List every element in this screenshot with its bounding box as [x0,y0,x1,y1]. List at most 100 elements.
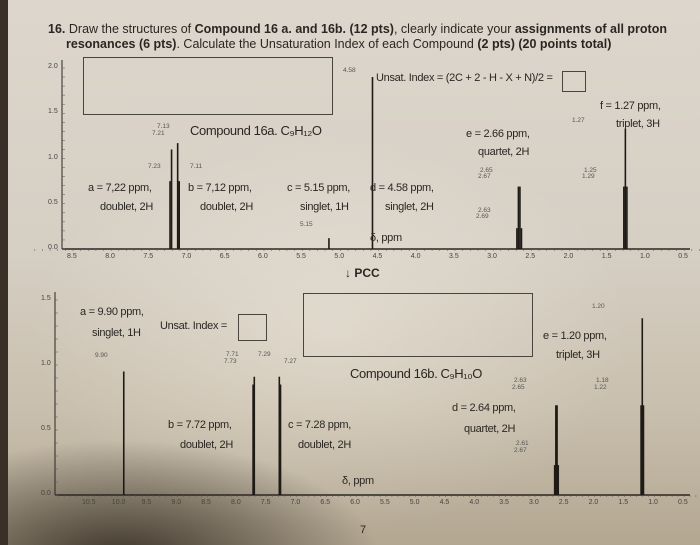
x-tick-label: 5.5 [380,499,390,506]
x-tick-label: 1.5 [618,499,629,506]
assignment-e-16b: e = 1.20 ppm, [543,330,607,342]
x-tick-label: 6.0 [350,499,360,506]
y-tick-label: 0.5 [41,425,51,432]
peak-label: 7.13 [157,123,170,130]
x-tick-label: 3.0 [529,499,539,506]
x-tick-label: 6.5 [219,253,230,260]
x-tick-label: 3.0 [487,253,497,260]
assignment-c-16a-mult: singlet, 1H [300,201,349,213]
assignment-c-16b-mult: doublet, 2H [298,439,351,451]
assignment-e-16a: e = 2.66 ppm, [466,128,530,140]
x-tick-label: 8.5 [201,499,211,506]
x-tick-label: 4.5 [372,253,383,260]
x-tick-label: 4.5 [439,499,450,506]
x-tick-label: 10.5 [82,499,96,506]
y-tick-label: 1.5 [48,108,58,116]
assignment-a-16a-mult: doublet, 2H [100,201,153,213]
assignment-b-16a-mult: doublet, 2H [200,201,253,213]
peak-label: 7.27 [284,358,297,365]
x-tick-label: 8.0 [231,499,241,506]
peak-label: 4.58 [343,67,356,74]
peak-label: 1.22 [594,384,607,391]
structure-answer-box-16b[interactable] [303,293,533,357]
peak-label: 5.15 [300,221,313,228]
peak-label: 2.63 [514,377,527,384]
peak-label: 7.71 [226,351,239,358]
x-tick-label: 1.0 [648,499,658,506]
x-tick-label: 0.5 [678,499,688,506]
x-tick-label: 1.5 [601,253,612,260]
x-tick-label: 5.0 [334,253,345,260]
x-tick-label: 8.0 [105,253,115,260]
assignment-a-16b-mult: singlet, 1H [92,327,141,339]
structure-answer-box-16a[interactable] [83,57,333,115]
x-tick-label: 0.5 [678,253,688,260]
assignment-f-16a-mult: triplet, 3H [616,118,660,130]
peak-label: 1.27 [572,117,585,124]
peak-label: 2.69 [476,213,489,220]
peak-label: 7.23 [148,163,161,170]
page-number: 7 [360,524,367,536]
x-tick-label: 2.0 [588,499,599,506]
x-tick-label: 4.0 [410,253,421,260]
x-tick-label: 4.0 [469,499,480,506]
assignment-a-16a: a = 7,22 ppm, [88,182,152,194]
y-tick-label: 1.0 [48,153,58,161]
x-tick-label: 5.5 [296,253,306,260]
peak-label: 1.20 [592,303,605,310]
peak-label: 7.73 [224,358,237,365]
peak-label: 2.67 [478,173,491,180]
x-tick-label: 2.5 [558,499,569,506]
x-tick-label: 9.5 [141,499,152,506]
assignment-d-16a: d = 4.58 ppm, [370,182,434,194]
assignment-c-16a: c = 5.15 ppm, [287,182,351,194]
peak-label: 2.65 [480,167,493,174]
x-tick-label: 1.0 [640,253,650,260]
x-tick-label: 7.5 [143,253,154,260]
x-tick-label: 8.5 [67,253,77,260]
peak-label: 2.67 [514,447,527,454]
x-axis-label-16a: δ, ppm [370,232,402,244]
peak-label: 2.61 [516,440,529,447]
x-axis-label-16b: δ, ppm [342,475,374,487]
question-text: 16. Draw the structures of Compound 16 a… [48,22,667,51]
unsat-index-formula-16a: Unsat. Index = (2C + 2 - H - X + N)/2 = [376,72,553,84]
x-tick-label: 7.5 [260,499,271,506]
assignment-b-16b: b = 7.72 ppm, [168,419,232,431]
y-tick-label: 0.0 [48,244,58,251]
unsat-index-answer-box-16a[interactable] [562,71,586,92]
y-tick-label: 1.0 [41,360,51,367]
unsat-index-label-16b: Unsat. Index = [160,320,228,332]
assignment-a-16b: a = 9.90 ppm, [80,306,144,318]
y-tick-label: 1.5 [41,295,51,302]
x-tick-label: 2.0 [563,253,574,260]
peak-label: 9.90 [95,352,108,359]
peak-label: 1.18 [596,377,609,384]
x-tick-label: 7.0 [181,253,192,260]
peak-label: 7.21 [152,130,165,137]
compound-16b-title: Compound 16b. C₉H₁₀O [350,366,482,381]
x-tick-label: 3.5 [499,499,509,506]
assignment-b-16b-mult: doublet, 2H [180,439,233,451]
assignment-d-16b: d = 2.64 ppm, [452,402,516,414]
assignment-e-16b-mult: triplet, 3H [556,349,600,361]
peak-label: 1.25 [584,167,597,174]
x-tick-label: 7.0 [290,499,301,506]
page-edge [0,0,8,545]
y-tick-label: 0.5 [48,198,58,206]
x-tick-label: 6.5 [320,499,331,506]
assignment-c-16b: c = 7.28 ppm, [288,419,352,431]
unsat-index-answer-box-16b[interactable] [238,314,267,341]
x-tick-label: 2.5 [525,253,536,260]
x-tick-label: 9.0 [171,499,182,506]
assignment-e-16a-mult: quartet, 2H [478,146,530,158]
peak-label: 7.11 [190,163,203,170]
x-tick-label: 10.0 [111,499,126,506]
assignment-f-16a: f = 1.27 ppm, [600,100,661,112]
x-tick-label: 6.0 [258,253,268,260]
x-tick-label: 3.5 [449,253,459,260]
peak-label: 2.65 [512,384,525,391]
peak-label: 2.63 [478,207,491,214]
assignment-d-16a-mult: singlet, 2H [385,201,434,213]
assignment-d-16b-mult: quartet, 2H [464,423,516,435]
